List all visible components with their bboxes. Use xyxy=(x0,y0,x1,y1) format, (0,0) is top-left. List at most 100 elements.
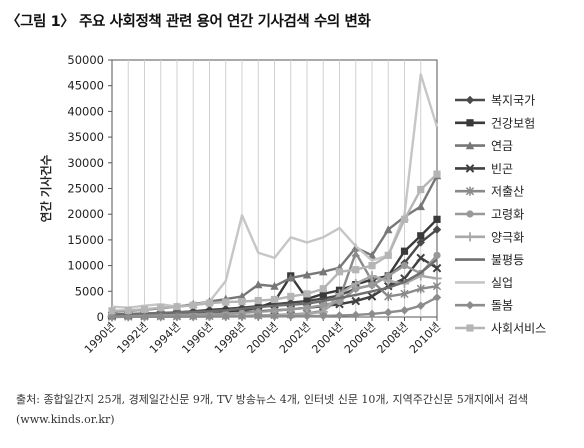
data-point xyxy=(319,290,327,298)
data-point xyxy=(417,185,425,194)
legend-item: 빈곤 xyxy=(455,162,513,176)
legend-item: 복지국가 xyxy=(455,94,535,108)
data-point xyxy=(367,292,377,301)
data-point xyxy=(417,232,425,240)
grid-lines xyxy=(127,60,422,317)
x-tick-label: 1998년 xyxy=(212,320,248,356)
data-point xyxy=(302,270,312,279)
x-tick-label: 2006년 xyxy=(342,320,378,356)
data-point xyxy=(367,250,377,259)
legend-label: 실업 xyxy=(491,276,513,290)
data-point xyxy=(416,284,425,294)
data-point xyxy=(384,225,393,234)
data-point xyxy=(383,276,393,286)
data-point xyxy=(237,312,247,321)
data-point xyxy=(335,268,344,276)
legend-label: 양극화 xyxy=(491,230,524,244)
data-point xyxy=(416,301,425,310)
data-point xyxy=(384,291,393,302)
x-tick-label: 2010년 xyxy=(407,320,443,356)
data-point xyxy=(270,295,279,304)
data-point xyxy=(384,251,392,259)
data-point xyxy=(189,312,198,321)
figure-title: 〈그림 1〉 주요 사회정책 관련 용어 연간 기사검색 수의 변화 xyxy=(6,14,371,30)
data-point xyxy=(157,304,165,312)
data-point xyxy=(352,266,360,274)
legend-item: 사회서비스 xyxy=(455,322,546,336)
series-8 xyxy=(111,258,438,316)
data-point xyxy=(205,299,214,307)
data-point xyxy=(433,170,441,178)
legend-marker xyxy=(465,232,475,242)
legend-label: 돌봄 xyxy=(491,299,513,313)
legend-marker xyxy=(466,324,474,332)
data-point xyxy=(124,306,132,314)
data-point xyxy=(384,308,393,317)
data-point xyxy=(189,301,197,309)
data-point xyxy=(287,305,295,313)
x-tick-label: 2004년 xyxy=(309,320,345,356)
legend-item: 건강보험 xyxy=(455,116,535,130)
data-point xyxy=(367,271,377,281)
x-tick-label: 2002년 xyxy=(277,320,313,356)
data-point xyxy=(303,304,311,312)
data-point xyxy=(368,262,376,270)
legend-marker xyxy=(465,141,475,150)
data-point xyxy=(367,309,377,319)
x-tick-label: 1992년 xyxy=(114,320,150,356)
data-point xyxy=(254,312,263,321)
data-point xyxy=(433,215,441,223)
data-point xyxy=(140,305,149,313)
line-chart: 0 5000 10000 15000 20000 25000 30000 35000 40000… xyxy=(39,53,546,356)
legend-label: 고령화 xyxy=(491,208,524,222)
legend-marker xyxy=(465,164,475,173)
y-tick-label: 45000 xyxy=(67,79,104,93)
data-point xyxy=(270,312,279,321)
data-point xyxy=(270,281,279,290)
data-point xyxy=(432,263,442,273)
data-point xyxy=(352,285,360,293)
series-lines xyxy=(107,73,442,322)
legend-label: 사회서비스 xyxy=(491,322,546,336)
data-point xyxy=(400,262,409,270)
data-point xyxy=(254,296,262,305)
y-tick-label: 50000 xyxy=(67,53,104,67)
source-note: 출처: 종합일간지 25개, 경제일간신문 9개, TV 방송뉴스 4개, 인터… xyxy=(16,390,580,430)
y-axis-label: 연간 기사건수 xyxy=(39,154,53,222)
legend-item: 저출산 xyxy=(455,185,524,199)
data-point xyxy=(416,202,425,211)
legend-item: 돌봄 xyxy=(455,299,513,313)
data-point xyxy=(319,311,328,321)
data-point xyxy=(319,285,327,293)
data-point xyxy=(368,281,376,289)
legend-item: 양극화 xyxy=(455,230,524,244)
legend-marker xyxy=(466,210,474,218)
data-point xyxy=(416,253,426,263)
data-point xyxy=(400,247,409,255)
y-tick-label: 40000 xyxy=(67,104,104,118)
y-tick-label: 35000 xyxy=(67,130,104,144)
x-tick-label: 1994년 xyxy=(147,320,183,356)
data-point xyxy=(173,303,181,311)
y-tick-label: 10000 xyxy=(67,259,104,273)
x-axis: 1990년1992년1994년1996년1998년2000년2002년2004년… xyxy=(82,317,443,356)
legend-item: 불평등 xyxy=(455,253,524,267)
data-point xyxy=(287,292,295,301)
data-point xyxy=(221,312,230,321)
x-tick-label: 1990년 xyxy=(82,320,118,356)
data-point xyxy=(351,278,361,289)
data-point xyxy=(335,311,344,320)
legend-marker xyxy=(465,186,475,196)
data-point xyxy=(238,297,246,306)
data-point xyxy=(302,311,312,321)
data-point xyxy=(432,273,442,284)
data-point xyxy=(140,312,149,321)
legend-marker xyxy=(465,95,475,105)
data-point xyxy=(432,225,442,234)
legend-marker xyxy=(466,119,474,127)
data-point xyxy=(351,296,361,306)
data-point xyxy=(416,238,425,247)
data-point xyxy=(108,307,116,315)
data-point xyxy=(400,289,409,299)
data-point xyxy=(286,311,295,321)
